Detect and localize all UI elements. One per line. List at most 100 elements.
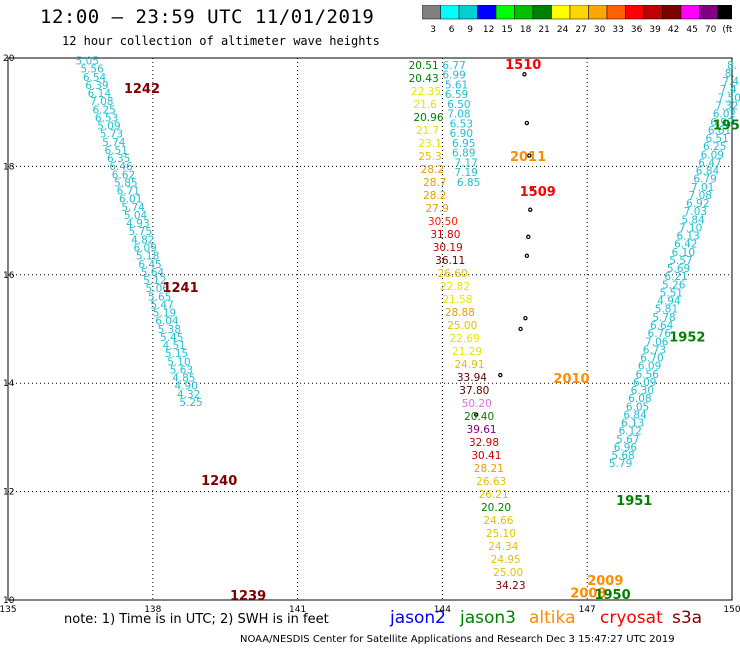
wave-height-value: 5.81 — [655, 304, 678, 316]
wave-height-value: 5.04 — [124, 210, 148, 222]
y-tick-label: 10 — [3, 596, 15, 606]
wave-height-value: 5.79 — [609, 458, 632, 470]
wave-height-value: 5.51 — [660, 287, 683, 299]
orbit-number-label: 1242 — [124, 82, 160, 97]
y-tick-label: 16 — [3, 271, 15, 281]
wave-height-value: 6.92 — [710, 117, 733, 129]
legend-jason2: jason2 — [390, 608, 446, 628]
wave-height-value: 6.05 — [626, 401, 649, 413]
wave-height-value: 7.08 — [90, 96, 113, 108]
wave-height-value: 6.92 — [686, 198, 709, 210]
wave-height-value: 5.12 — [143, 275, 166, 287]
wave-height-value: 5.68 — [611, 450, 634, 462]
wave-height-value: 32.98 — [469, 437, 499, 449]
colorbar-tick-label: 9 — [467, 25, 473, 35]
orbit-number-label: 195 — [713, 119, 740, 134]
colorbar-tick-label: 39 — [649, 25, 661, 35]
x-tick-label: 150 — [723, 605, 740, 615]
wave-height-value: 20.51 — [409, 60, 439, 72]
wave-height-value: 5.74 — [102, 137, 126, 149]
wave-height-value: 28.2 — [421, 164, 444, 176]
orbit-number-label: 1239 — [230, 589, 266, 604]
island-marker — [524, 253, 530, 259]
colorbar-tick-label: 24 — [557, 25, 569, 35]
wave-height-value: 5.38 — [158, 324, 181, 336]
wave-height-value: 5.45 — [160, 332, 183, 344]
island-marker — [498, 372, 503, 378]
wave-height-value: 6.99 — [442, 70, 465, 82]
wave-height-value: 20.96 — [413, 112, 443, 124]
colorbar-tick-label: 15 — [501, 25, 512, 35]
wave-height-value: 5.84 — [681, 214, 705, 226]
wave-height-value: 20.43 — [409, 73, 439, 85]
wave-height-value: 25.3 — [418, 151, 441, 163]
wave-height-value: 5.57 — [669, 255, 692, 267]
wave-height-value: 6.95 — [452, 138, 475, 150]
wave-height-value: 26.63 — [476, 476, 506, 488]
x-tick-label: 144 — [434, 605, 451, 615]
x-tick-label: 147 — [579, 605, 596, 615]
wave-height-value: 6.85 — [457, 177, 480, 189]
orbit-number-label: 2009 — [587, 574, 623, 589]
wave-height-value: 6.76 — [648, 328, 672, 340]
wave-height-value: 6.12 — [619, 426, 642, 438]
wave-height-value: 24.91 — [454, 359, 484, 371]
wave-height-value: 5.74 — [121, 202, 145, 214]
y-tick-label: 18 — [3, 162, 15, 172]
wave-height-value: 6.73 — [643, 344, 666, 356]
wave-height-value: 5.25 — [179, 397, 202, 409]
legend-altika: altika — [529, 608, 576, 628]
legend-jason3: jason3 — [460, 608, 516, 628]
map-frame — [7, 57, 733, 601]
wave-height-value: 5.05 — [76, 56, 99, 68]
wave-height-value: 34.23 — [495, 580, 525, 592]
wave-height-value: 5.56 — [80, 64, 104, 76]
wave-height-value: 6.47 — [698, 157, 721, 169]
footer-credit: NOAA/NESDIS Center for Satellite Applica… — [240, 634, 675, 645]
colorbar-tick-label: 42 — [668, 25, 679, 35]
orbit-number-label: 1241 — [162, 281, 198, 296]
wave-height-value: 5.09 — [97, 121, 120, 133]
orbit-number-label: 1950 — [594, 588, 630, 603]
island-marker — [527, 153, 532, 158]
wave-height-value: 6.09 — [701, 149, 724, 161]
wave-height-value: 20.40 — [464, 411, 494, 423]
colorbar-tick-label: 70 — [705, 25, 717, 35]
orbit-number-label: 2010 — [553, 372, 589, 387]
colorbar-tick-label: 45 — [686, 25, 697, 35]
wave-height-value: 25.00 — [493, 567, 523, 579]
wave-height-value: 6.46 — [109, 161, 133, 173]
wave-height-value: 5.69 — [667, 263, 690, 275]
island-marker — [524, 120, 530, 126]
wave-height-value: 6.51 — [105, 145, 128, 157]
wave-height-value: 5.63 — [170, 364, 193, 376]
orbit-number-label: 2008 — [570, 586, 606, 601]
wave-height-value: 22.69 — [450, 333, 480, 345]
wave-height-value: 6.02 — [713, 109, 736, 121]
wave-height-value: 4.85 — [172, 373, 195, 385]
wave-height-value: 5.15 — [165, 348, 188, 360]
wave-height-value: 6.54 — [83, 72, 107, 84]
y-tick-label: 20 — [3, 54, 15, 64]
colorbar-tick-label: 3 — [430, 25, 436, 35]
wave-height-value: 6.71 — [117, 186, 140, 198]
wave-height-value: 5.75 — [129, 226, 152, 238]
wave-height-value: 6.04 — [155, 316, 179, 328]
wave-height-value: 25.10 — [486, 528, 516, 540]
island-marker — [473, 412, 479, 417]
wave-height-value: 6.64 — [650, 320, 674, 332]
wave-height-value: 7.4 — [722, 76, 739, 88]
wave-height-value: 6.59 — [445, 89, 468, 101]
colorbar-tick-label: 21 — [538, 25, 549, 35]
wave-height-value: 6.01 — [119, 194, 142, 206]
wave-height-value: 6.25 — [92, 104, 115, 116]
colorbar-tick-label: 18 — [520, 25, 532, 35]
wave-height-value: 6.96 — [614, 442, 638, 454]
wave-height-value: 6.13 — [621, 418, 644, 430]
wave-height-value: 4.82 — [131, 234, 154, 246]
wave-height-value: 7.10 — [679, 222, 702, 234]
wave-height-value: 39.61 — [467, 424, 497, 436]
island-marker — [523, 315, 528, 321]
wave-height-value: 30.19 — [433, 242, 463, 254]
